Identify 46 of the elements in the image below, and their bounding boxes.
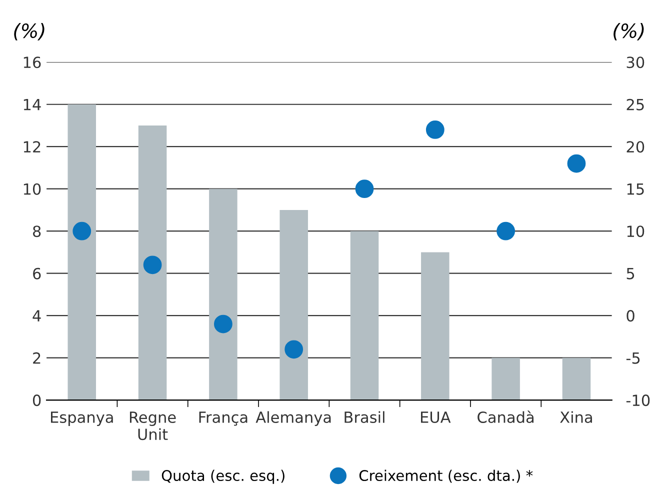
bar: [562, 358, 591, 400]
point: [214, 314, 232, 334]
point: [426, 120, 444, 139]
x-tick-label: Xina: [560, 411, 592, 424]
x-tick-label: Canadà: [478, 410, 534, 424]
point: [284, 340, 304, 359]
bar: [492, 358, 520, 400]
x-tick-label: Espanya: [50, 412, 113, 426]
point: [567, 154, 586, 173]
bar: [68, 104, 96, 400]
legend-label: Creixement (esc. dta.) *: [359, 470, 533, 483]
y-tick-label: 10: [24, 183, 41, 195]
y-tick-label: 16: [24, 56, 41, 68]
bar: [209, 188, 238, 400]
bar: [280, 210, 308, 400]
y2-tick-label: -5: [626, 352, 640, 364]
y2-axis-title: (%): [614, 23, 644, 40]
y-tick-label: 4: [32, 310, 41, 322]
x-tick-label: Brasil: [344, 411, 384, 424]
bar: [350, 231, 379, 400]
bar: [421, 252, 450, 400]
bar: [138, 125, 167, 400]
y2-tick-label: 20: [626, 141, 644, 153]
y-tick-label: 6: [33, 268, 41, 280]
y2-tick-label: -10: [626, 394, 650, 406]
point: [72, 222, 92, 240]
y2-tick-label: 30: [626, 56, 644, 68]
x-tick-label: Alemanya: [256, 411, 331, 426]
y-axis-title: (%): [14, 23, 44, 40]
y2-tick-label: 5: [626, 268, 634, 280]
y2-tick-label: 25: [626, 98, 644, 110]
y2-tick-label: 0: [626, 310, 634, 322]
point: [496, 222, 516, 240]
x-tick-label: Regne Unit: [130, 412, 176, 440]
y-tick-label: 2: [33, 352, 40, 364]
x-tick-label: França: [199, 412, 248, 426]
legend-label: Quota (esc. esq.): [162, 470, 284, 484]
y-tick-label: 12: [24, 141, 40, 152]
y-tick-label: 14: [24, 99, 41, 110]
y2-tick-label: 15: [627, 184, 644, 195]
y-tick-label: 8: [33, 226, 41, 238]
y-tick-label: 0: [32, 394, 41, 406]
point: [143, 256, 162, 274]
point: [355, 180, 374, 198]
x-tick-label: EUA: [421, 412, 451, 424]
y2-tick-label: 10: [627, 226, 644, 238]
